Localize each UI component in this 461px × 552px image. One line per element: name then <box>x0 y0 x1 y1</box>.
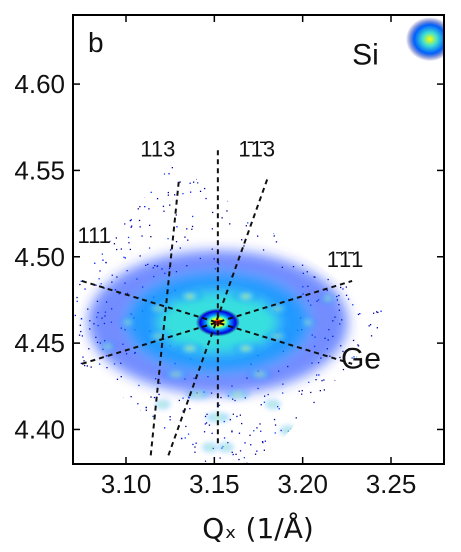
miller-label: 111 <box>77 223 110 248</box>
x-tick-label: 3.25 <box>366 469 417 499</box>
miller-label: 113 <box>140 137 175 162</box>
miller-labels: 113 1̄1̄3 111 1̄1̄1 <box>77 137 363 273</box>
x-tick-label: 3.15 <box>189 469 240 499</box>
plot-frame <box>72 14 445 465</box>
facet-line-111 <box>81 279 353 365</box>
facet-line-1̄1̄1 <box>81 279 353 365</box>
si-bragg-peak <box>405 17 444 62</box>
y-tick-label: 4.60 <box>14 69 65 99</box>
x-axis-label: Qₓ (1/Å) <box>202 511 314 545</box>
y-tick-label: 4.50 <box>14 242 65 272</box>
facet-lines <box>81 149 353 456</box>
miller-label: 1̄1̄3 <box>238 137 275 162</box>
axis-ticks: 3.10 3.15 3.20 3.25 4.40 4.45 4.50 4.55 4.60 <box>14 15 444 499</box>
x-tick-label: 3.10 <box>101 469 152 499</box>
miller-label: 1̄1̄1 <box>327 247 364 272</box>
y-tick-label: 4.55 <box>14 155 65 185</box>
panel-letter: b <box>88 27 104 58</box>
y-tick-label: 4.45 <box>14 328 65 358</box>
y-tick-label: 4.40 <box>14 414 65 444</box>
x-tick-label: 3.20 <box>277 469 328 499</box>
intensity-map <box>73 17 444 464</box>
facet-line-113 <box>149 178 180 456</box>
ge-label: Ge <box>341 343 381 376</box>
si-label: Si <box>352 39 379 72</box>
